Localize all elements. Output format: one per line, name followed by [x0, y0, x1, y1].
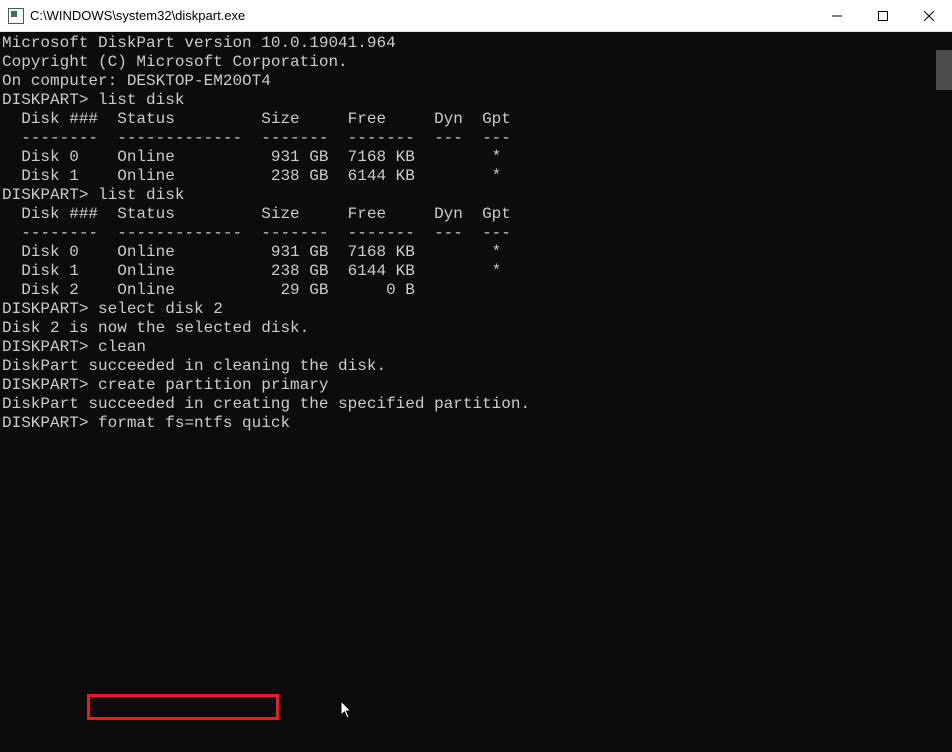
term-line: Disk ### Status Size Free Dyn Gpt	[2, 110, 952, 129]
term-line: DiskPart succeeded in creating the speci…	[2, 395, 952, 414]
scrollbar-track[interactable]	[936, 32, 952, 752]
term-line: -------- ------------- ------- ------- -…	[2, 129, 952, 148]
term-line: Disk 0 Online 931 GB 7168 KB *	[2, 148, 952, 167]
term-line: Disk 1 Online 238 GB 6144 KB *	[2, 262, 952, 281]
term-line: Disk ### Status Size Free Dyn Gpt	[2, 205, 952, 224]
term-line: On computer: DESKTOP-EM20OT4	[2, 72, 952, 91]
term-line: Microsoft DiskPart version 10.0.19041.96…	[2, 34, 952, 53]
term-line: Disk 2 is now the selected disk.	[2, 319, 952, 338]
term-line: DISKPART> select disk 2	[2, 300, 952, 319]
app-icon	[8, 8, 24, 24]
app-window: C:\WINDOWS\system32\diskpart.exe Microso…	[0, 0, 952, 752]
term-line: DiskPart succeeded in cleaning the disk.	[2, 357, 952, 376]
prompt-command[interactable]: format fs=ntfs quick	[98, 414, 290, 432]
term-line: Disk 1 Online 238 GB 6144 KB *	[2, 167, 952, 186]
window-controls	[814, 0, 952, 31]
scrollbar-thumb[interactable]	[936, 50, 952, 90]
titlebar[interactable]: C:\WINDOWS\system32\diskpart.exe	[0, 0, 952, 32]
term-line: -------- ------------- ------- ------- -…	[2, 224, 952, 243]
term-line: Disk 0 Online 931 GB 7168 KB *	[2, 243, 952, 262]
maximize-button[interactable]	[860, 0, 906, 31]
term-line: DISKPART> create partition primary	[2, 376, 952, 395]
term-line-prompt: DISKPART> format fs=ntfs quick	[2, 414, 952, 433]
prompt-prefix: DISKPART>	[2, 414, 98, 432]
close-button[interactable]	[906, 0, 952, 31]
term-line: DISKPART> clean	[2, 338, 952, 357]
terminal-output[interactable]: Microsoft DiskPart version 10.0.19041.96…	[0, 32, 952, 752]
window-title: C:\WINDOWS\system32\diskpart.exe	[30, 8, 814, 23]
term-line: Copyright (C) Microsoft Corporation.	[2, 53, 952, 72]
minimize-button[interactable]	[814, 0, 860, 31]
term-line: Disk 2 Online 29 GB 0 B	[2, 281, 952, 300]
term-line: DISKPART> list disk	[2, 186, 952, 205]
term-line: DISKPART> list disk	[2, 91, 952, 110]
